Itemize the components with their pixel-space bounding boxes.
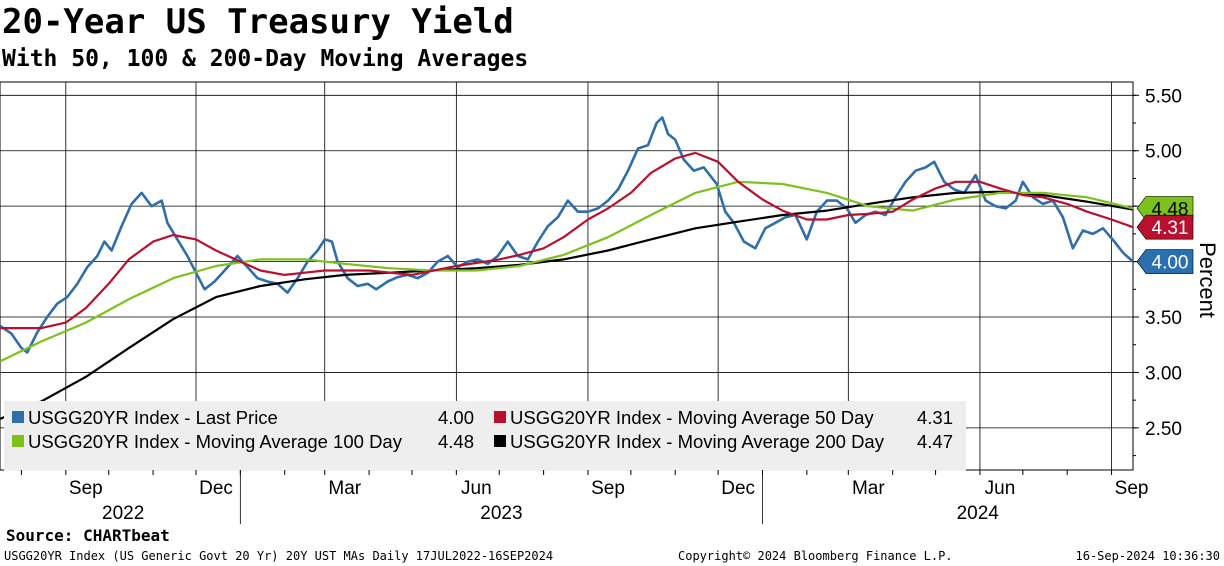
footer-copyright: Copyright© 2024 Bloomberg Finance L.P. <box>678 549 953 563</box>
y-tick-label: 2.50 <box>1145 419 1182 440</box>
x-month-label: Sep <box>69 478 103 499</box>
legend-value: 4.00 <box>438 407 474 428</box>
footer-timestamp: 16-Sep-2024 10:36:30 <box>1075 549 1221 563</box>
value-tag-label: 4.31 <box>1152 218 1189 239</box>
x-month-label: Dec <box>199 478 233 499</box>
legend-label: USGG20YR Index - Moving Average 100 Day <box>28 431 403 452</box>
value-tag <box>1136 249 1194 274</box>
series-line-1 <box>0 151 1134 330</box>
y-tick-label: 3.00 <box>1145 363 1182 384</box>
legend-swatch <box>494 411 506 423</box>
x-month-label: Jun <box>461 478 492 499</box>
legend-label: USGG20YR Index - Last Price <box>28 407 278 428</box>
x-year-label: 2023 <box>480 503 522 524</box>
x-month-label: Jun <box>985 478 1016 499</box>
y-tick-label: 5.50 <box>1145 86 1182 107</box>
series-line-2 <box>0 180 1134 363</box>
x-month-label: Sep <box>591 478 625 499</box>
y-tick-label: 5.00 <box>1145 142 1182 163</box>
value-tag <box>1136 214 1194 240</box>
series-line-0 <box>0 116 1134 354</box>
x-month-label: Sep <box>1115 478 1149 499</box>
legend-label: USGG20YR Index - Moving Average 50 Day <box>510 407 874 428</box>
value-tag-label: 4.00 <box>1152 253 1189 274</box>
x-year-label: 2022 <box>102 503 144 524</box>
footer-description: USGG20YR Index (US Generic Govt 20 Yr) 2… <box>4 549 554 563</box>
legend-box <box>4 401 966 471</box>
x-month-label: Mar <box>852 478 885 499</box>
legend-value: 4.48 <box>438 431 474 452</box>
legend-value: 4.47 <box>917 431 953 452</box>
legend-value: 4.31 <box>917 407 953 428</box>
y-tick-label: 3.50 <box>1145 308 1182 329</box>
series-line-3 <box>0 190 1134 421</box>
y-axis-label: Percent <box>1195 242 1220 318</box>
chart-subtitle: With 50, 100 & 200-Day Moving Averages <box>2 46 529 72</box>
legend-label: USGG20YR Index - Moving Average 200 Day <box>510 431 885 452</box>
legend-swatch <box>494 435 506 447</box>
legend-swatch <box>12 411 24 423</box>
chart-title: 20-Year US Treasury Yield <box>2 2 514 42</box>
source-note: Source: CHARTbeat <box>6 526 170 545</box>
x-month-label: Dec <box>721 478 755 499</box>
x-month-label: Mar <box>328 478 361 499</box>
x-year-label: 2024 <box>957 503 1000 524</box>
legend-swatch <box>12 435 24 447</box>
